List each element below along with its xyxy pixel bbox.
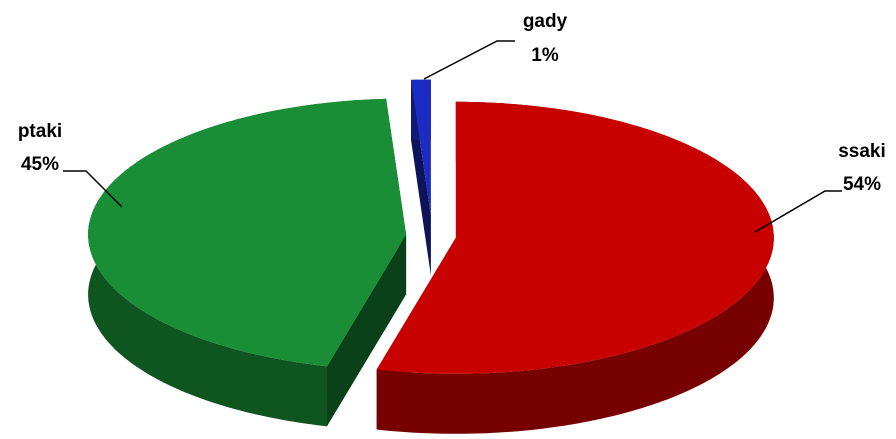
category-label: ptaki: [18, 121, 62, 142]
slice-tops: [88, 79, 774, 374]
leader-line: [754, 190, 842, 233]
slice-top: [376, 101, 774, 374]
value-label: 54%: [843, 174, 881, 195]
category-label: gady: [523, 11, 568, 32]
leader-line: [63, 170, 123, 208]
value-label: 45%: [21, 154, 59, 175]
slice-cut-face: [327, 234, 407, 427]
slice-top: [88, 98, 407, 367]
leader-line: [423, 40, 515, 80]
value-label: 1%: [531, 45, 559, 66]
slice-top: [411, 79, 431, 216]
category-label: ssaki: [838, 141, 886, 162]
